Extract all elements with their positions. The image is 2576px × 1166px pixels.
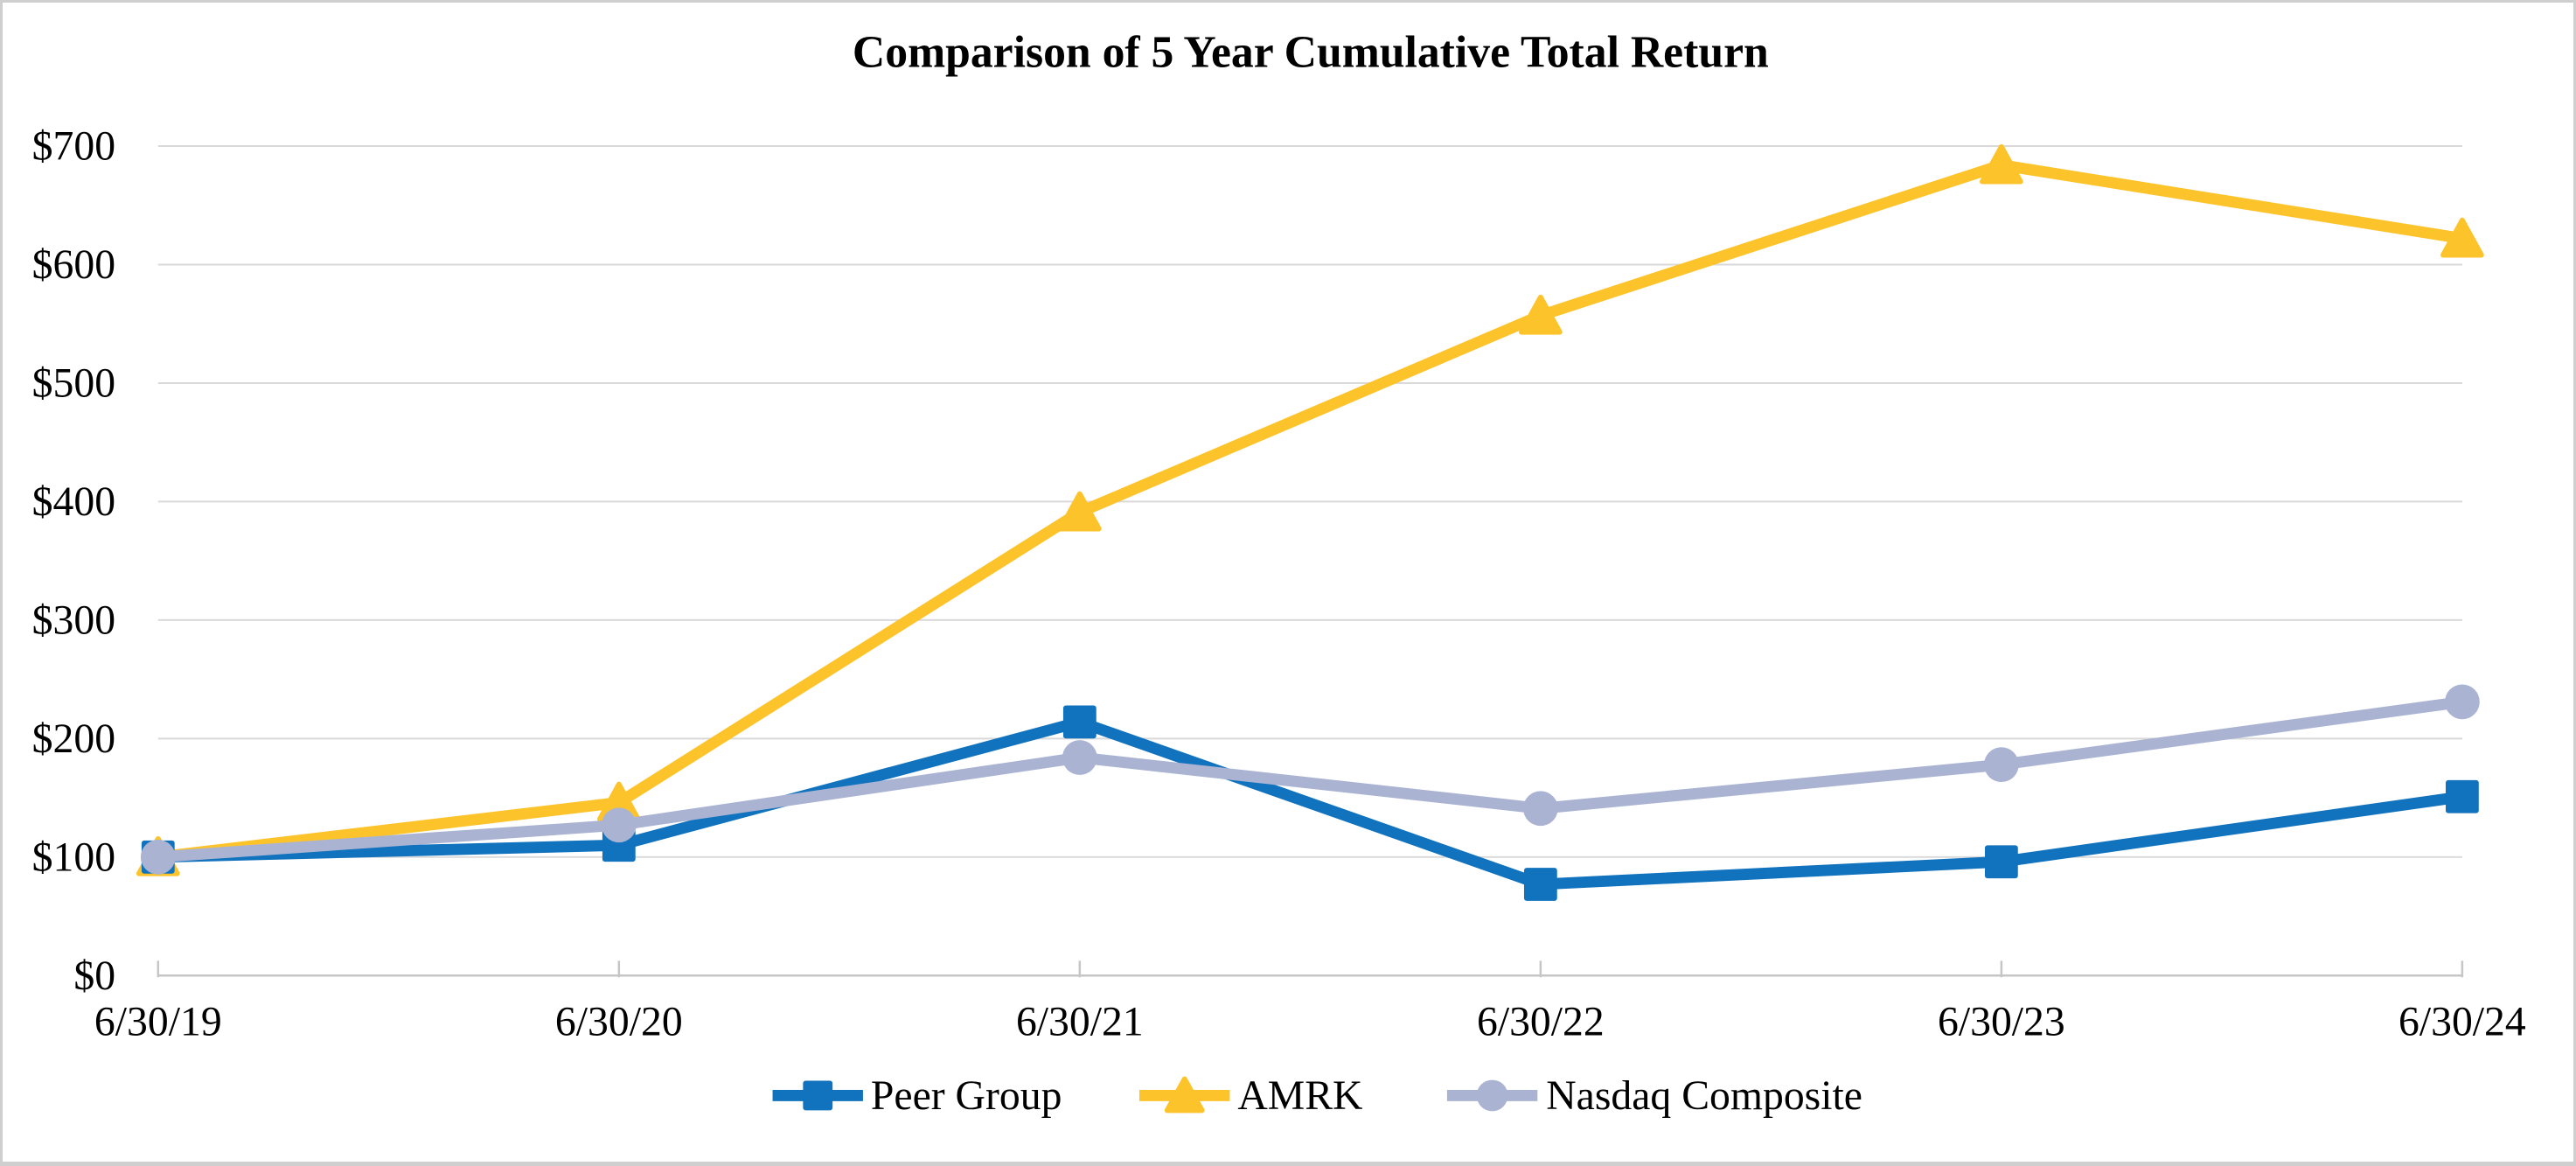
legend-label: Peer Group [871,1072,1062,1119]
series-layer [136,143,2484,901]
data-point-circle-marker [601,807,637,843]
gridlines [157,145,2462,858]
x-axis-labels: 6/30/19 6/30/20 6/30/21 6/30/22 6/30/23 6/30/… [94,998,2526,1044]
data-point-circle-marker [1983,747,2019,783]
x-axis-tick-label: 6/30/22 [1477,998,1605,1044]
y-axis-tick-label: $400 [32,478,115,525]
x-axis-tick-label: 6/30/24 [2398,998,2526,1044]
data-point-square-marker [1984,845,2018,879]
y-axis-tick-label: $100 [32,834,115,880]
x-axis-tick-label: 6/30/20 [555,998,683,1044]
data-point-square-marker [2446,779,2479,813]
chart-title: Comparison of 5 Year Cumulative Total Re… [853,28,1769,78]
y-axis-tick-label: $0 [73,953,115,999]
legend-item-peer-group: Peer Group [772,1072,1062,1119]
x-axis-tick-label: 6/30/19 [94,998,222,1044]
data-point-square-marker [1062,705,1097,739]
legend-label: Nasdaq Composite [1546,1072,1862,1119]
data-point-triangle-marker [1980,143,2023,185]
data-point-square-marker [1523,868,1557,901]
data-point-circle-marker [1062,740,1097,775]
data-point-circle-marker [1522,791,1558,827]
series-line [152,159,2468,863]
data-point-circle-marker [2445,684,2480,720]
series-nasdaq-composite [140,684,2480,875]
y-axis-labels: $0 $100 $200 $300 $400 $500 $600 $700 [32,123,115,999]
y-axis-tick-label: $600 [32,241,115,288]
series-line [152,695,2468,863]
x-axis-tick-label: 6/30/21 [1016,998,1144,1044]
y-axis-tick-label: $300 [32,597,115,643]
y-axis-tick-label: $700 [32,123,115,170]
legend-triangle-marker [1164,1076,1205,1114]
legend-item-nasdaq-composite: Nasdaq Composite [1446,1072,1862,1119]
x-axis [157,960,2464,978]
data-point-triangle-marker [1057,491,1102,532]
chart-background [7,3,2569,1162]
series-amrk [136,143,2484,876]
data-point-triangle-marker [1519,294,1563,335]
legend: Peer Group AMRK Nasdaq Composite [772,1072,1862,1119]
data-point-circle-marker [140,839,176,875]
cumulative-total-return-chart: Comparison of 5 Year Cumulative Total Re… [7,3,2569,1162]
y-axis-tick-label: $200 [32,716,115,762]
legend-item-amrk: AMRK [1139,1072,1362,1119]
legend-circle-marker [1476,1079,1508,1112]
legend-square-marker [803,1080,833,1111]
legend-label: AMRK [1237,1072,1362,1119]
x-axis-tick-label: 6/30/23 [1938,998,2065,1044]
y-axis-tick-label: $500 [32,360,115,406]
series-line [152,716,2468,890]
data-point-triangle-marker [2440,217,2484,258]
